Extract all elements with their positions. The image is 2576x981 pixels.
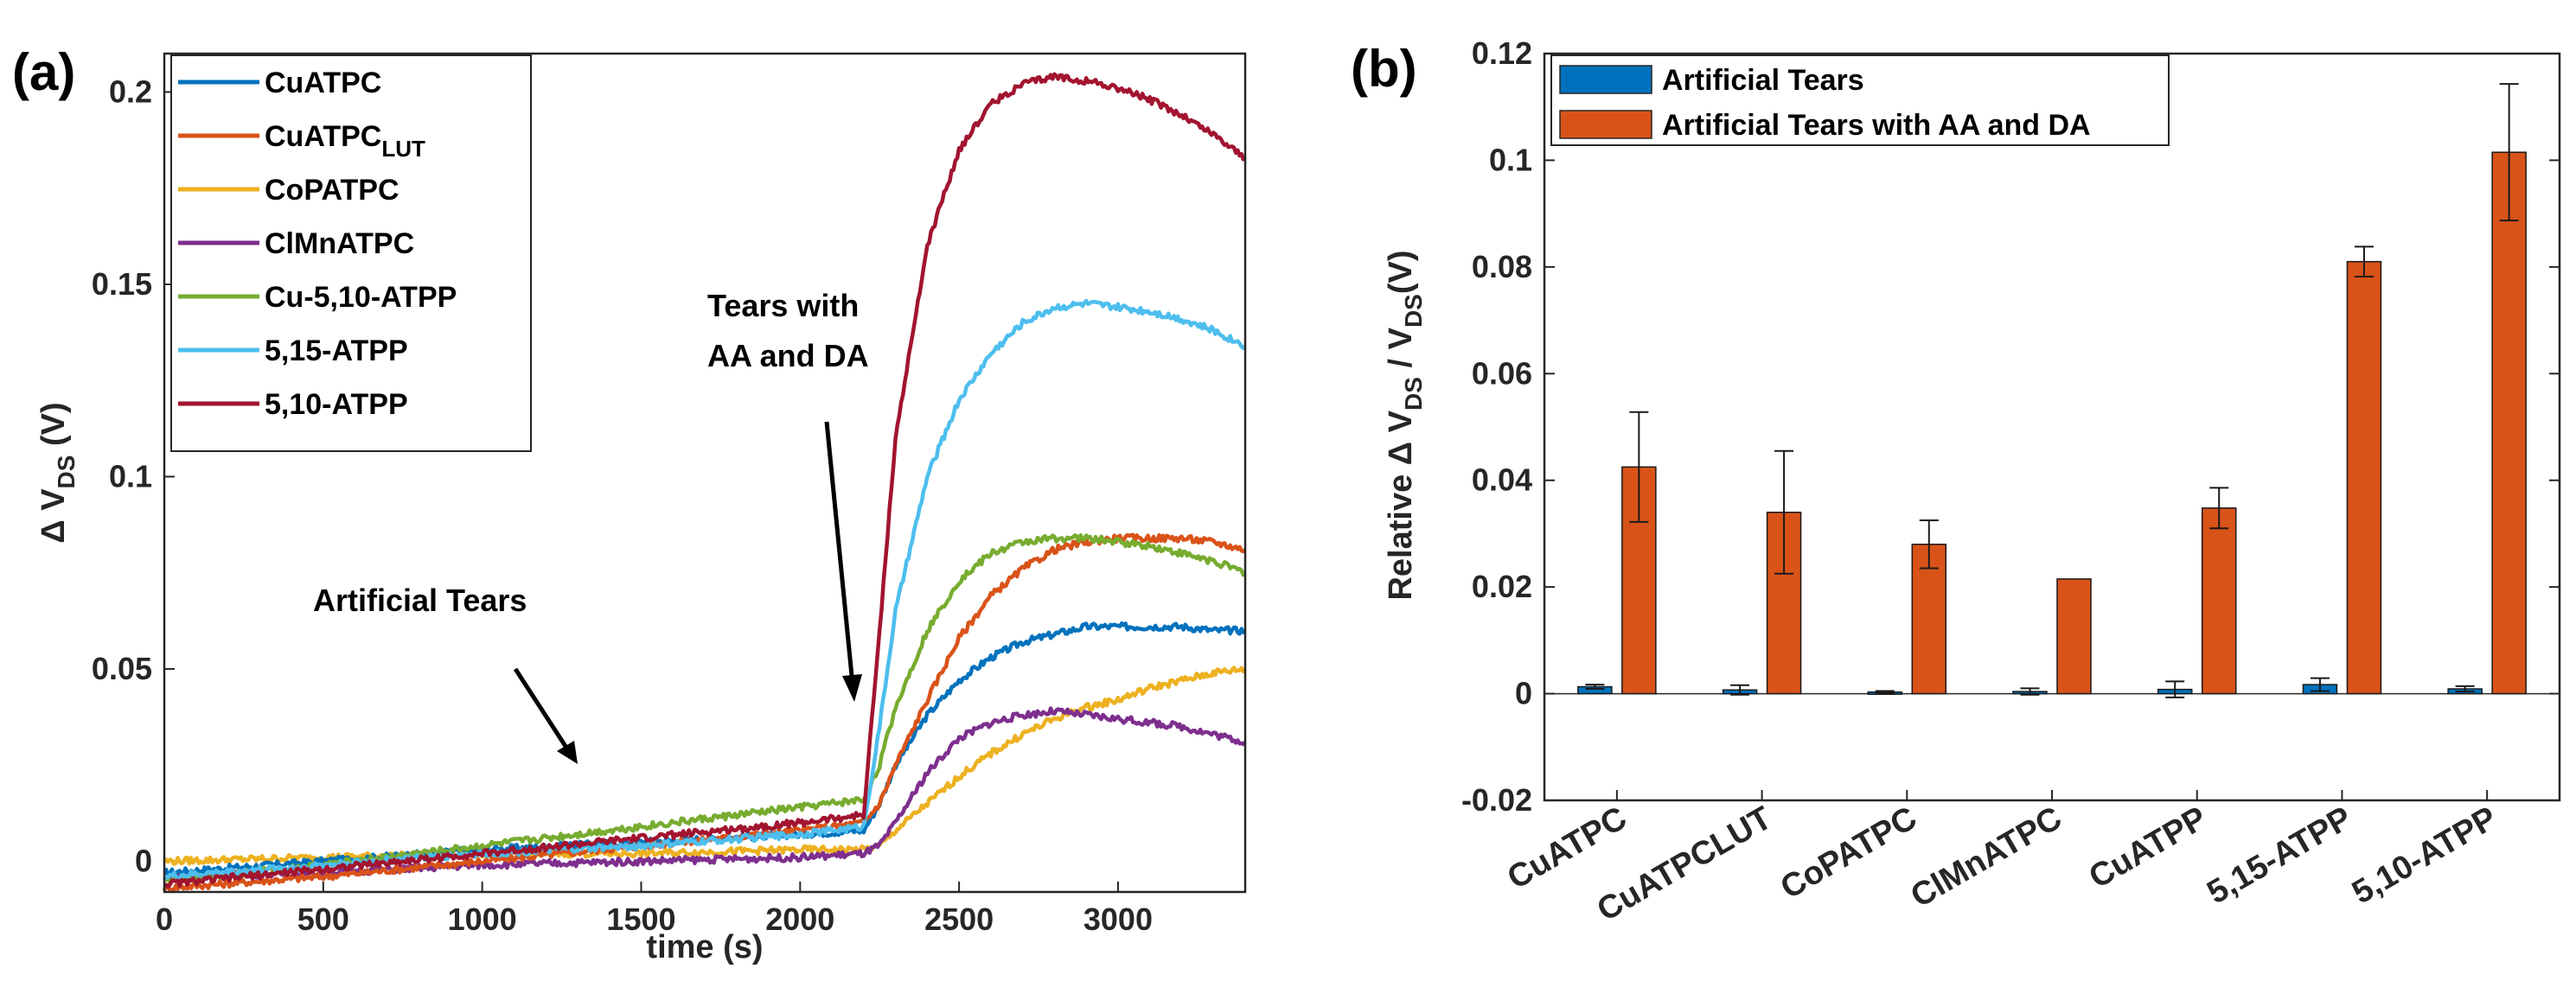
bar-artificial-tears-with-aa-and-da-5-15-atpp	[2346, 260, 2382, 695]
x-category-label-5-10-atpp: 5,10-ATPP	[2346, 799, 2502, 911]
y-tick-label: 0.05	[92, 651, 152, 686]
arrow-tears-aa-da-shaft	[824, 421, 854, 677]
panel-b-ylabel: Relative Δ VDS / VDS(V)	[1383, 250, 1427, 600]
panel-a-legend: CuATPCCuATPCLUTCoPATPCClMnATPCCu-5,10-AT…	[170, 54, 532, 452]
y-tick-label: 0.2	[109, 73, 152, 109]
panel-b-bars	[1577, 83, 2527, 698]
panel-a-label: (a)	[12, 43, 75, 101]
bar-artificial-tears-with-aa-and-da-clmnatpc	[2056, 578, 2092, 695]
panel-b-plot-area	[1544, 54, 2560, 800]
panel-a-line-chart: (a) 0 500 1000 1500 2000 2500 3000 0 0.05 0.1 0.15…	[12, 43, 1247, 965]
panel-a-tick-labels: 0 500 1000 1500 2000 2500 3000 0 0.05 0.1 0.15 0.2	[92, 73, 1153, 937]
panel-b-axes-box	[1543, 52, 2561, 802]
legend-label-cuatpc: CuATPC	[265, 67, 381, 99]
y-tick-label: 0	[1515, 676, 1532, 711]
arrow-artificial-tears-head-icon	[557, 741, 578, 764]
bar-artificial-tears-with-aa-and-da-copatpc	[1911, 544, 1947, 695]
annotation-artificial-tears: Artificial Tears	[313, 583, 527, 618]
x-tick-label: 0	[156, 901, 173, 937]
x-tick-label: 500	[297, 901, 349, 937]
panel-a-legend-box	[170, 54, 532, 452]
y-tick-label: 0	[135, 843, 152, 878]
y-tick-label: 0.1	[1489, 142, 1532, 177]
annotation-tears-aa-da-line1: Tears with	[707, 288, 859, 323]
y-tick-label: 0.08	[1472, 249, 1532, 284]
legend-label-5-15-atpp: 5,15-ATPP	[265, 334, 408, 367]
panel-a-series-lines	[162, 72, 1247, 893]
arrow-artificial-tears-shaft	[513, 667, 569, 749]
x-category-label-5-15-atpp: 5,15-ATPP	[2202, 799, 2358, 911]
x-tick-label: 1500	[606, 901, 675, 937]
x-tick-label: 1000	[448, 901, 517, 937]
panel-a-axes-box	[163, 52, 1247, 894]
legend-label-tears-aa-da: Artificial Tears with AA and DA	[1662, 109, 2091, 142]
arrow-tears-aa-da-head-icon	[842, 674, 862, 702]
bar-artificial-tears-with-aa-and-da-cuatpc	[1621, 466, 1657, 695]
panel-b-legend-box	[1550, 54, 2170, 146]
legend-label-cu-5-10-atpp: Cu-5,10-ATPP	[265, 281, 457, 314]
y-tick-label: 0.15	[92, 266, 152, 302]
panel-b-legend: Artificial Tears Artificial Tears with A…	[1550, 54, 2170, 146]
bar-artificial-tears-with-aa-and-da-cuatpp	[2201, 507, 2237, 695]
legend-label-copatpc: CoPATPC	[265, 174, 400, 207]
legend-swatch-tears-aa-da	[1559, 110, 1652, 139]
x-tick-label: 2500	[924, 901, 994, 937]
y-tick-label: 0.1	[109, 458, 152, 494]
legend-label-clmnatpc: ClMnATPC	[265, 227, 414, 260]
legend-label-artificial-tears: Artificial Tears	[1662, 64, 1864, 97]
x-category-label-copatpc: CoPATPC	[1774, 799, 1923, 906]
panel-a-xlabel: time (s)	[646, 929, 763, 965]
x-category-label-clmnatpc: ClMnATPC	[1905, 799, 2068, 914]
y-tick-label: 0.12	[1472, 35, 1532, 71]
bar-artificial-tears-with-aa-and-da-5-10-atpp	[2491, 151, 2527, 695]
panel-b-label: (b)	[1351, 40, 1417, 98]
series-line-cuatpclut	[162, 532, 1247, 893]
x-tick-label: 3000	[1083, 901, 1153, 937]
series-line-cu-5-10-atpp	[163, 532, 1247, 885]
legend-swatch-artificial-tears	[1559, 65, 1652, 94]
legend-label-5-10-atpp: 5,10-ATPP	[265, 388, 408, 421]
y-tick-label: 0.02	[1472, 569, 1532, 604]
y-tick-label: 0.06	[1472, 355, 1532, 391]
annotation-tears-aa-da-line2: AA and DA	[707, 338, 869, 373]
x-category-label-cuatpp: CuATPP	[2083, 799, 2213, 895]
x-tick-label: 2000	[765, 901, 834, 937]
panel-b-bar-chart: (b) -0.0200.020.040.060.080.10.12CuATPCC…	[1351, 35, 2561, 928]
y-tick-label: -0.02	[1461, 782, 1532, 818]
y-tick-label: 0.04	[1472, 462, 1532, 498]
panel-a-ylabel: Δ VDS (V)	[35, 402, 80, 543]
series-line-5-10-atpp	[163, 72, 1247, 889]
